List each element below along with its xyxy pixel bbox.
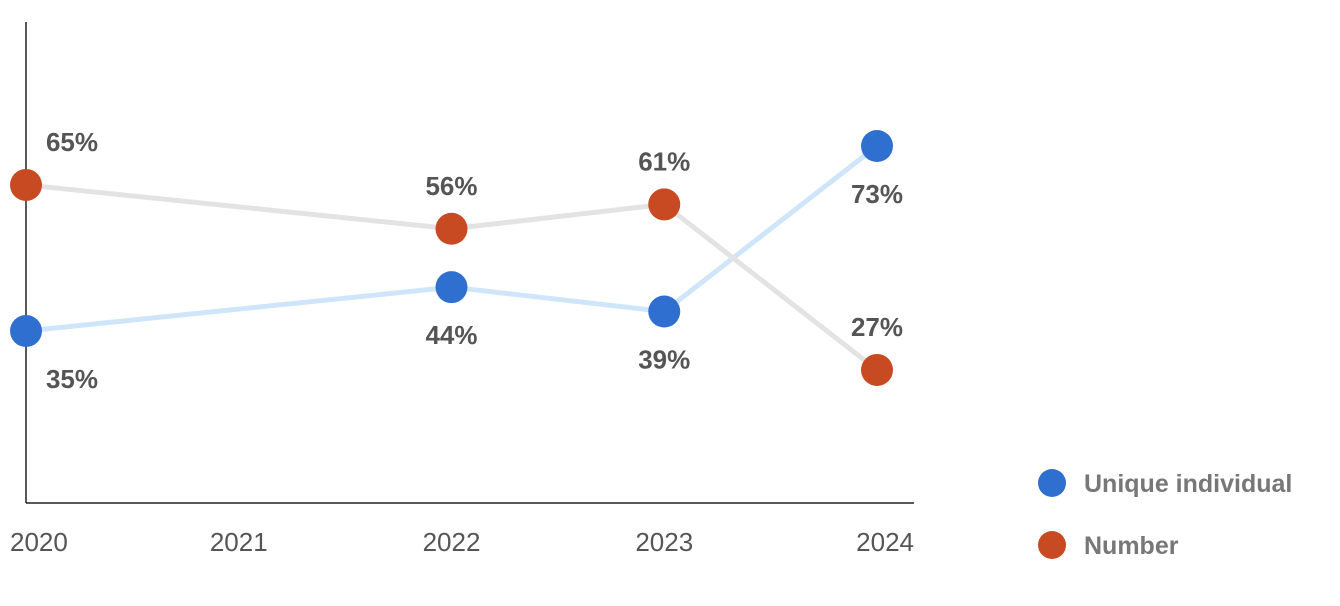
data-label-0-2023: 39% [638, 345, 690, 375]
data-point-1-2024 [861, 353, 893, 386]
data-label-1-2024: 27% [851, 312, 903, 342]
series-line-1 [23, 182, 880, 373]
data-point-0-2024 [861, 130, 893, 162]
data-point-1-2020 [10, 168, 42, 201]
legend-marker-1 [1038, 531, 1066, 559]
x-tick-label-2024: 2024 [856, 527, 914, 557]
data-point-1-2022 [435, 212, 468, 245]
series-line-0 [23, 143, 880, 334]
data-label-1-2023: 61% [638, 146, 690, 176]
data-label-1-2020: 65% [46, 127, 98, 157]
data-labels: 35% 44% 39% 73% 65% 56% 61% 27% [46, 127, 903, 394]
data-label-0-2020: 35% [46, 364, 98, 394]
legend-label-1: Number [1084, 532, 1179, 560]
axes [25, 22, 914, 504]
data-markers [10, 130, 893, 386]
x-tick-label-2023: 2023 [635, 527, 693, 557]
data-label-1-2022: 56% [425, 171, 477, 201]
data-point-1-2023 [648, 188, 681, 221]
legend: Unique individual Number [1038, 469, 1292, 560]
x-tick-labels: 2020 2021 2022 2023 2024 [10, 527, 914, 557]
x-tick-label-2021: 2021 [210, 527, 268, 557]
legend-marker-0 [1038, 469, 1066, 497]
data-point-0-2022 [435, 271, 468, 304]
data-point-0-2023 [648, 295, 681, 328]
data-label-0-2024: 73% [851, 179, 903, 209]
data-point-0-2020 [10, 315, 42, 347]
x-tick-label-2020: 2020 [10, 527, 68, 557]
series-lines [23, 143, 880, 373]
x-tick-label-2022: 2022 [423, 527, 481, 557]
data-label-0-2022: 44% [425, 320, 477, 350]
legend-label-0: Unique individual [1084, 470, 1292, 498]
